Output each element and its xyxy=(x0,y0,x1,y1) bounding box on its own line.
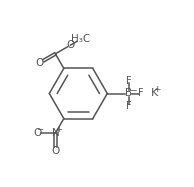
Text: O: O xyxy=(34,128,42,138)
Text: B: B xyxy=(125,88,132,99)
Text: O: O xyxy=(36,58,44,68)
Text: H₃C: H₃C xyxy=(71,34,90,44)
Text: −: − xyxy=(129,85,136,94)
Text: F: F xyxy=(138,88,144,99)
Text: +: + xyxy=(153,85,161,94)
Text: F: F xyxy=(126,76,132,86)
Text: O: O xyxy=(66,40,74,50)
Text: O: O xyxy=(51,146,60,156)
Text: −: − xyxy=(36,125,43,134)
Text: F: F xyxy=(126,101,132,111)
Text: +: + xyxy=(55,125,62,134)
Text: N: N xyxy=(52,128,59,138)
Text: K: K xyxy=(150,88,158,99)
